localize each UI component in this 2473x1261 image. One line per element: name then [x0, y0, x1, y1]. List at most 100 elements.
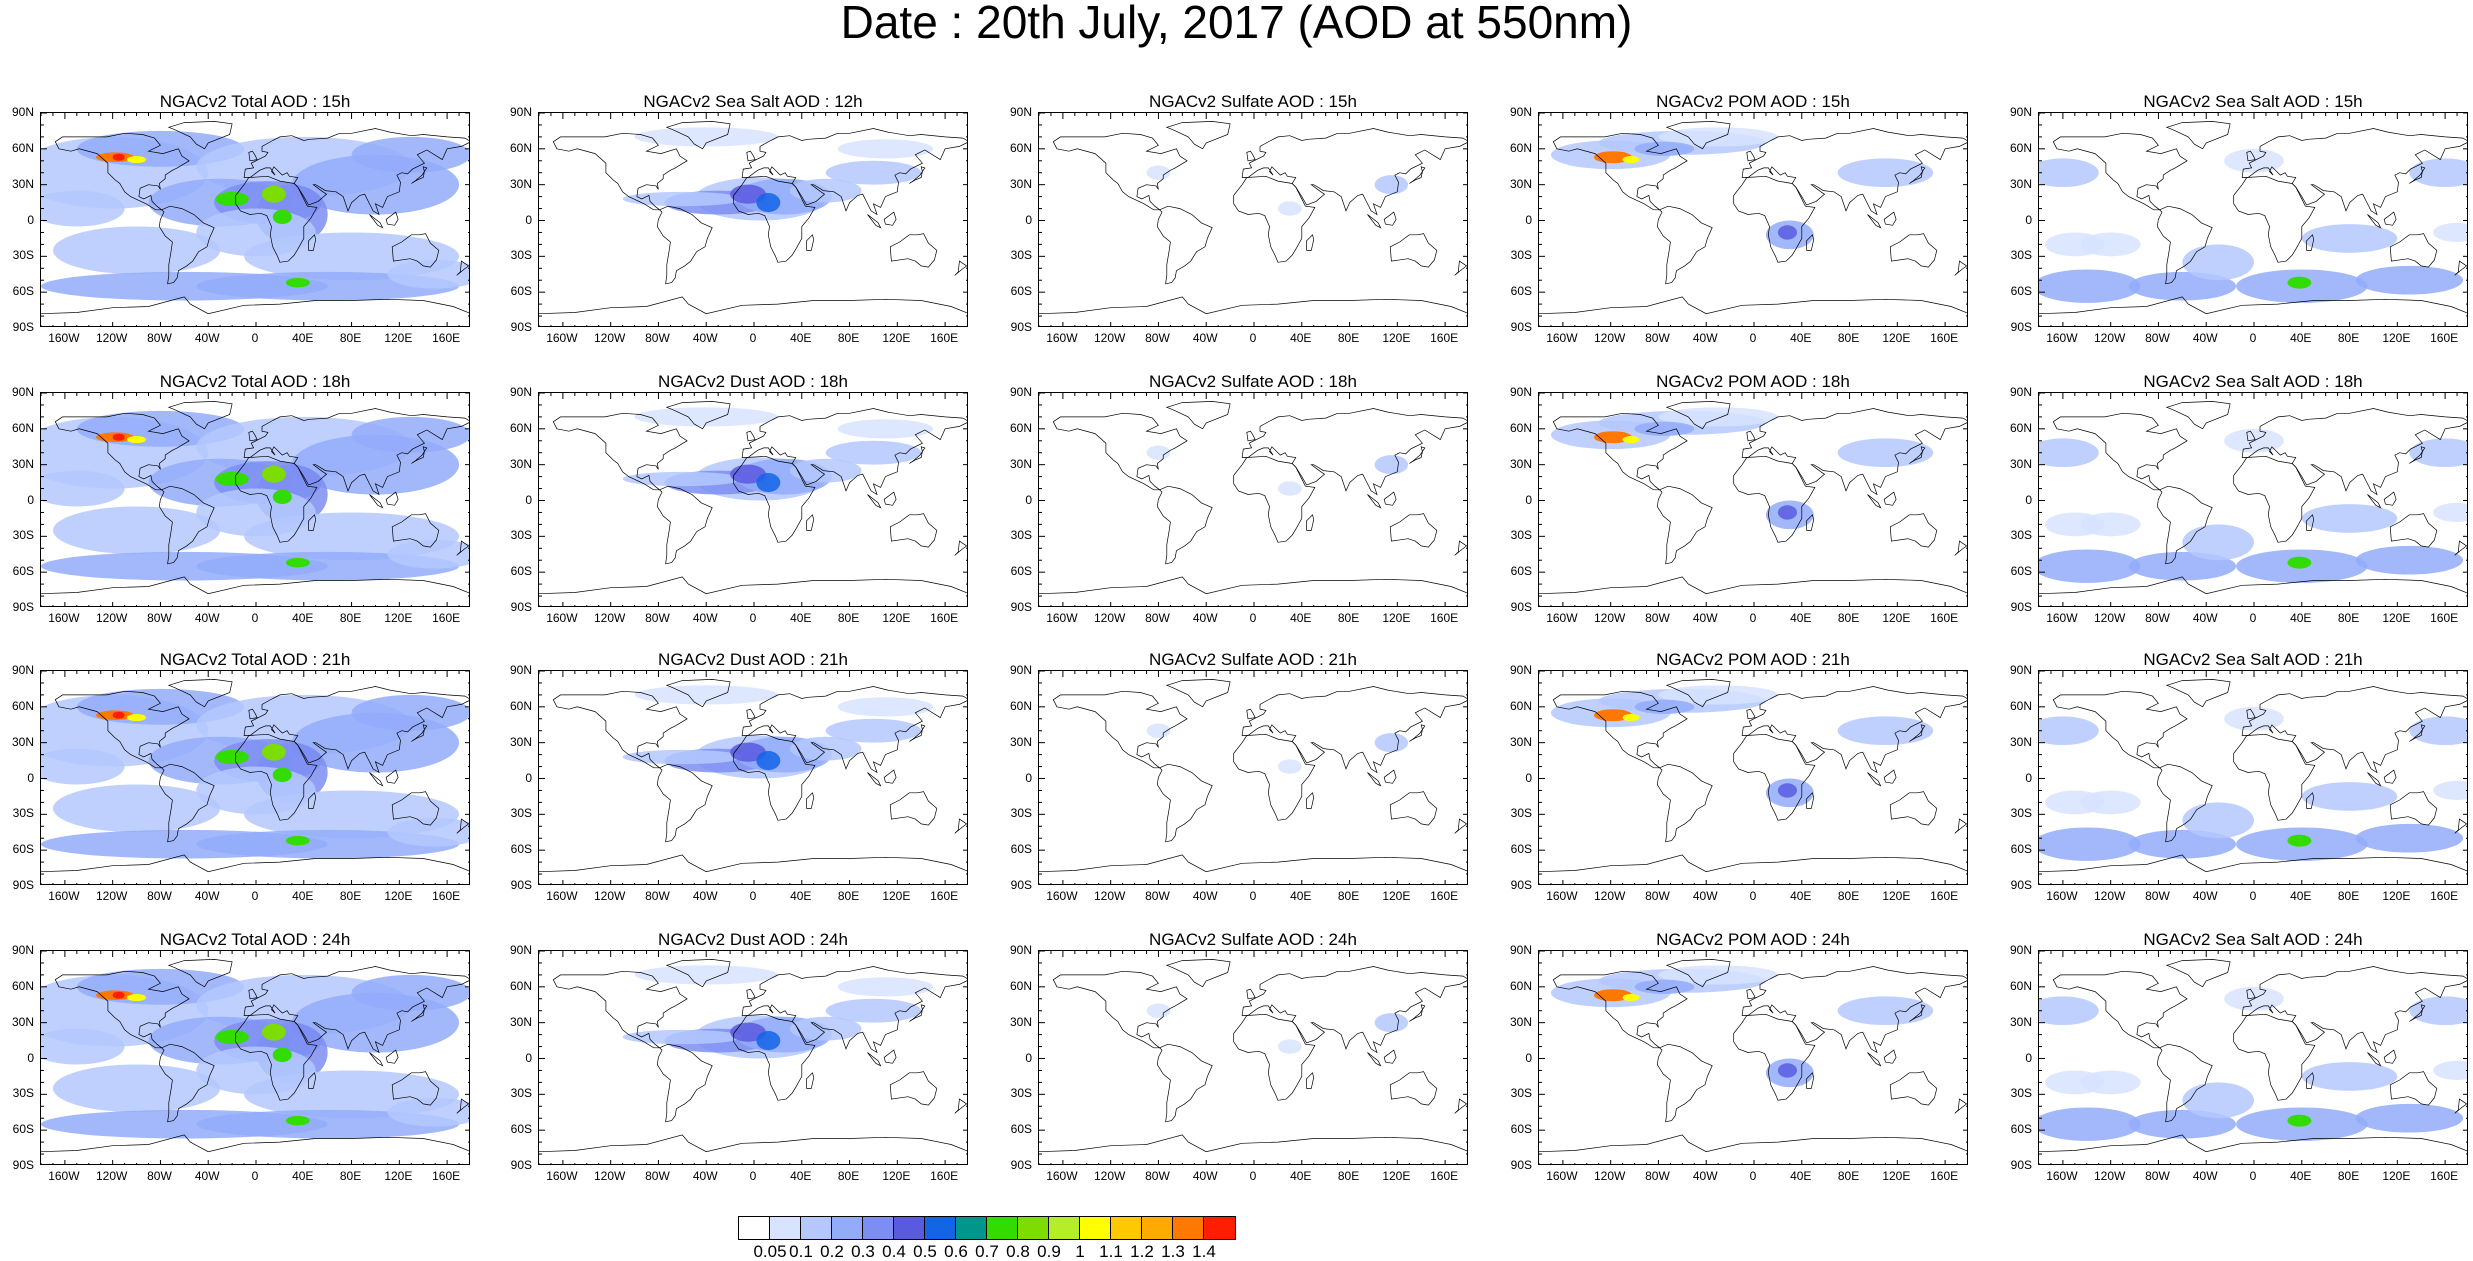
lat-tick-label: 60S	[1010, 284, 1032, 299]
aod-map	[2039, 671, 2467, 884]
lon-tick-label: 80E	[2337, 1169, 2360, 1183]
panel-title: NGACv2 Sea Salt AOD : 18h	[2143, 372, 2363, 391]
aod-map	[1039, 393, 1467, 606]
lon-tick-label: 160W	[546, 331, 578, 345]
coastline-indonesia1	[369, 494, 384, 509]
aod-patch	[1277, 1039, 1302, 1054]
lat-tick-label: 60N	[509, 698, 532, 713]
lat-tick-label: 60S	[1510, 564, 1532, 579]
coastline-namerica	[1052, 412, 1188, 491]
coastline-japan	[2409, 1004, 2426, 1022]
lat-tick-label: 60N	[509, 420, 532, 435]
lon-tick-label: 40E	[2290, 1169, 2312, 1183]
colorbar-label: 0.3	[851, 1242, 875, 1261]
coastline-samerica	[1156, 205, 1213, 285]
aod-patch	[2044, 1070, 2105, 1095]
lon-tick-label: 80W	[645, 1169, 670, 1183]
map-panel: NGACv2 Total AOD : 18h 90N 60N 30N 0 30S 60S 90…	[0, 372, 470, 632]
aod-patch	[2039, 549, 2141, 583]
coastline-namerica	[1052, 132, 1188, 211]
lat-tick-label: 90N	[11, 105, 34, 119]
coastline-namerica	[552, 412, 688, 491]
lon-tick-label: 40W	[1192, 1169, 1218, 1183]
lat-tick-label: 0	[1025, 492, 1032, 507]
coastline-newzealand	[2454, 540, 2467, 556]
axis-ticks	[539, 393, 967, 606]
coastline-australia	[2389, 233, 2438, 268]
coastline-uk	[1246, 988, 1256, 1000]
coastline-eurasia	[243, 686, 469, 774]
aod-patch	[272, 209, 292, 225]
coastline-antarctica	[1539, 1134, 1967, 1153]
coastline-japan	[1909, 446, 1926, 464]
lat-tick-label: 60N	[1009, 698, 1032, 713]
aod-map	[539, 113, 967, 326]
coastline-indonesia2	[1383, 491, 1397, 506]
coastline-greenland	[1665, 401, 1731, 430]
coastline-japan	[1909, 166, 1926, 184]
aod-patch	[837, 977, 934, 997]
coastline-japan	[411, 1004, 428, 1022]
lon-tick-label: 160W	[546, 889, 578, 903]
aod-field	[1550, 685, 1934, 808]
coastline-indonesia2	[1883, 769, 1897, 784]
lat-tick-label: 0	[27, 1050, 34, 1065]
lat-tick-label: 90N	[2009, 385, 2032, 399]
lat-tick-label: 60S	[1010, 1122, 1032, 1137]
aod-map	[41, 671, 469, 884]
lon-tick-label: 40E	[1790, 331, 1812, 345]
map-panel: NGACv2 Sulfate AOD : 18h 90N 60N 30N 0 30S 60S…	[998, 372, 1468, 632]
panel-title: NGACv2 POM AOD : 24h	[1656, 930, 1850, 949]
aod-patch	[2355, 545, 2464, 575]
lon-tick-label: 120E	[2382, 889, 2411, 903]
coastline-namerica	[2052, 132, 2188, 211]
lon-tick-label: 40W	[1692, 611, 1718, 625]
aod-patch	[1374, 1013, 1409, 1033]
lat-tick-label: 90S	[510, 878, 532, 892]
coastline-indonesia1	[1367, 772, 1382, 787]
lat-tick-label: 60S	[1510, 1122, 1532, 1137]
axis-ticks	[1039, 393, 1467, 606]
lon-tick-label: 120W	[2093, 611, 2126, 625]
colorbar-swatch	[739, 1217, 770, 1239]
lon-tick-label: 160W	[1546, 331, 1578, 345]
coastline-uk	[1246, 150, 1256, 162]
aod-patch	[2433, 780, 2467, 800]
coastline-madagascar	[806, 234, 815, 251]
coastline-uk	[248, 150, 258, 162]
lon-tick-label: 40W	[2192, 331, 2218, 345]
coastline-namerica	[2052, 690, 2188, 769]
aod-map	[2039, 113, 2467, 326]
lat-tick-label: 90N	[1509, 943, 1532, 957]
coastline-antarctica	[2039, 1134, 2467, 1153]
aod-patch	[272, 1047, 292, 1063]
coastline-uk	[248, 988, 258, 1000]
lat-tick-label: 0	[27, 770, 34, 785]
aod-patch	[2287, 276, 2312, 289]
coastline-uk	[2246, 430, 2256, 442]
coastline-africa	[1233, 175, 1316, 263]
aod-patch	[1277, 481, 1302, 496]
coastline-greenland	[167, 121, 233, 150]
coastline-indonesia1	[2367, 1052, 2382, 1067]
coastline-indonesia1	[2367, 214, 2382, 229]
aod-patch	[1777, 505, 1797, 520]
lon-tick-label: 80E	[339, 1169, 362, 1183]
lat-tick-label: 60S	[510, 284, 532, 299]
lon-tick-label: 120W	[1093, 611, 1126, 625]
lon-tick-label: 40W	[1692, 331, 1718, 345]
lat-tick-label: 30S	[510, 248, 532, 263]
coastline-australia	[889, 791, 938, 826]
aod-patch	[2182, 244, 2254, 281]
aod-patch	[1622, 714, 1640, 722]
aod-map	[2039, 393, 2467, 606]
lon-tick-label: 40W	[692, 331, 718, 345]
colorbar-label: 0.9	[1037, 1242, 1061, 1261]
coastline-australia	[1889, 791, 1938, 826]
aod-patch	[2039, 716, 2099, 746]
lat-tick-label: 90N	[509, 663, 532, 677]
aod-patch	[1658, 685, 1778, 705]
colorbar-label: 1	[1075, 1242, 1085, 1261]
aod-patch	[112, 433, 125, 441]
coastline-eurasia	[243, 128, 469, 216]
